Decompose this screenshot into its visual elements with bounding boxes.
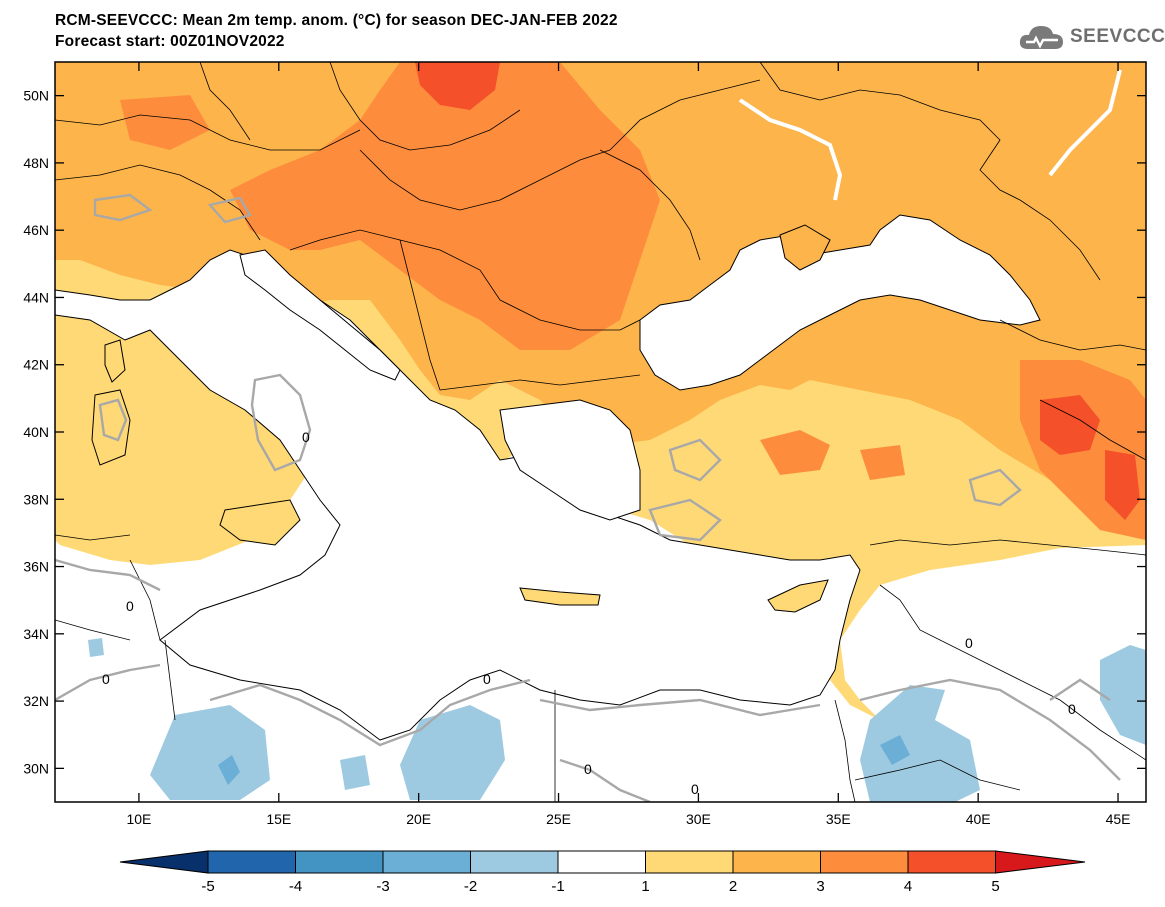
colorbar-segment	[732, 850, 821, 874]
colorbar-level-label: 1	[641, 878, 649, 895]
lon-tick-label: 30E	[686, 811, 711, 827]
contour-label: 0	[126, 598, 134, 614]
colorbar-segment	[382, 850, 471, 874]
adriatic-sea	[239, 249, 401, 381]
contour-label: 0	[302, 429, 310, 445]
colorbar-segment	[645, 850, 734, 874]
lat-tick-label: 44N	[23, 289, 49, 305]
map-title: RCM-SEEVCCC: Mean 2m temp. anom. (°C) fo…	[55, 12, 618, 29]
black-sea	[639, 214, 1041, 391]
don-river	[1048, 69, 1122, 177]
latitude-axis: 50N 48N 46N 44N 42N 40N 38N 36N 34N 32N 30N	[23, 88, 1146, 776]
anomaly-band-3-4	[860, 445, 905, 480]
lat-tick-label: 36N	[23, 559, 49, 575]
lat-tick-label: 46N	[23, 222, 49, 238]
colorbar-segment	[207, 850, 296, 874]
contour-label: 0	[102, 671, 110, 687]
anomaly-band-4-5	[1040, 395, 1100, 455]
crete	[519, 587, 601, 606]
anomaly-band-3-4	[120, 95, 210, 150]
anomaly-band-neg-2-1	[400, 705, 505, 800]
lat-tick-label: 42N	[23, 357, 49, 373]
lat-tick-label: 32N	[23, 693, 49, 709]
lon-tick-label: 15E	[266, 811, 291, 827]
colorbar-level-label: -2	[464, 878, 477, 895]
lat-tick-label: 30N	[23, 760, 49, 776]
anomaly-band-4-5	[1105, 450, 1140, 520]
colorbar-level-label: 2	[729, 878, 737, 895]
contour-labels: 0 0 0 0 0 0 0 0	[102, 429, 1076, 797]
lon-tick-label: 25E	[546, 811, 571, 827]
aegean-sea	[499, 399, 641, 521]
lon-tick-label: 10E	[126, 811, 151, 827]
lat-tick-label: 48N	[23, 155, 49, 171]
anomaly-band-neg-3-2	[880, 735, 910, 765]
anomaly-band-4-5	[415, 62, 500, 110]
colorbar-high-arrow	[995, 850, 1086, 874]
logo-text: SEEVCCC	[1070, 26, 1165, 47]
mediterranean-sea	[55, 249, 861, 741]
lon-tick-label: 40E	[966, 811, 991, 827]
contour-label: 0	[1068, 701, 1076, 717]
colorbar-level-label: 3	[816, 878, 824, 895]
country-borders	[55, 62, 1146, 802]
colorbar-segment	[907, 850, 996, 874]
lat-tick-label: 50N	[23, 88, 49, 104]
sicily	[219, 499, 301, 546]
anomaly-band-neg-2-1	[860, 685, 980, 802]
anomaly-band-neg-2-1	[150, 705, 270, 800]
colorbar-level-label: 5	[991, 878, 999, 895]
anomaly-band-3-4	[760, 430, 830, 475]
lon-tick-label: 20E	[406, 811, 431, 827]
colorbar-level-label: -1	[551, 878, 564, 895]
anomaly-band-neg-2-1	[1100, 645, 1146, 745]
cyprus	[767, 579, 829, 613]
contour-label: 0	[965, 635, 973, 651]
colorbar-segment	[470, 850, 559, 874]
lat-tick-label: 40N	[23, 424, 49, 440]
anomaly-band-neg-2-1	[88, 638, 104, 657]
lat-tick-label: 38N	[23, 491, 49, 507]
contour-label: 0	[691, 781, 699, 797]
anomaly-field: 0 0 0 0 0 0 0 0	[55, 62, 1146, 802]
crimea	[779, 224, 831, 271]
contour-label: 0	[483, 671, 491, 687]
lon-tick-label: 35E	[826, 811, 851, 827]
cloud-logo-icon	[1019, 26, 1063, 49]
colorbar-level-label: -4	[289, 878, 302, 895]
colorbar-low-arrow	[119, 850, 209, 874]
colorbar-segment	[820, 850, 909, 874]
anomaly-band-neg-2-1	[340, 755, 370, 790]
lon-tick-label: 45E	[1106, 811, 1131, 827]
colorbar-segment	[557, 850, 646, 874]
seevccc-logo: SEEVCCC	[1018, 22, 1165, 52]
colorbar-level-label: 4	[904, 878, 912, 895]
contour-label: 0	[584, 761, 592, 777]
colorbar-segment	[295, 850, 384, 874]
corsica	[104, 339, 126, 383]
zero-contours	[55, 193, 1121, 802]
dnieper-river	[738, 98, 843, 201]
anomaly-band-neg-3-2	[218, 755, 240, 785]
colorbar-level-label: -5	[201, 878, 214, 895]
colorbar: -5 -4 -3 -2 -1 1 2 3 4 5	[119, 850, 1086, 895]
forecast-start-label: Forecast start: 00Z01NOV2022	[55, 33, 285, 50]
longitude-axis: 10E 15E 20E 25E 30E 35E 40E 45E	[126, 62, 1130, 827]
lat-tick-label: 34N	[23, 626, 49, 642]
colorbar-level-label: -3	[376, 878, 389, 895]
